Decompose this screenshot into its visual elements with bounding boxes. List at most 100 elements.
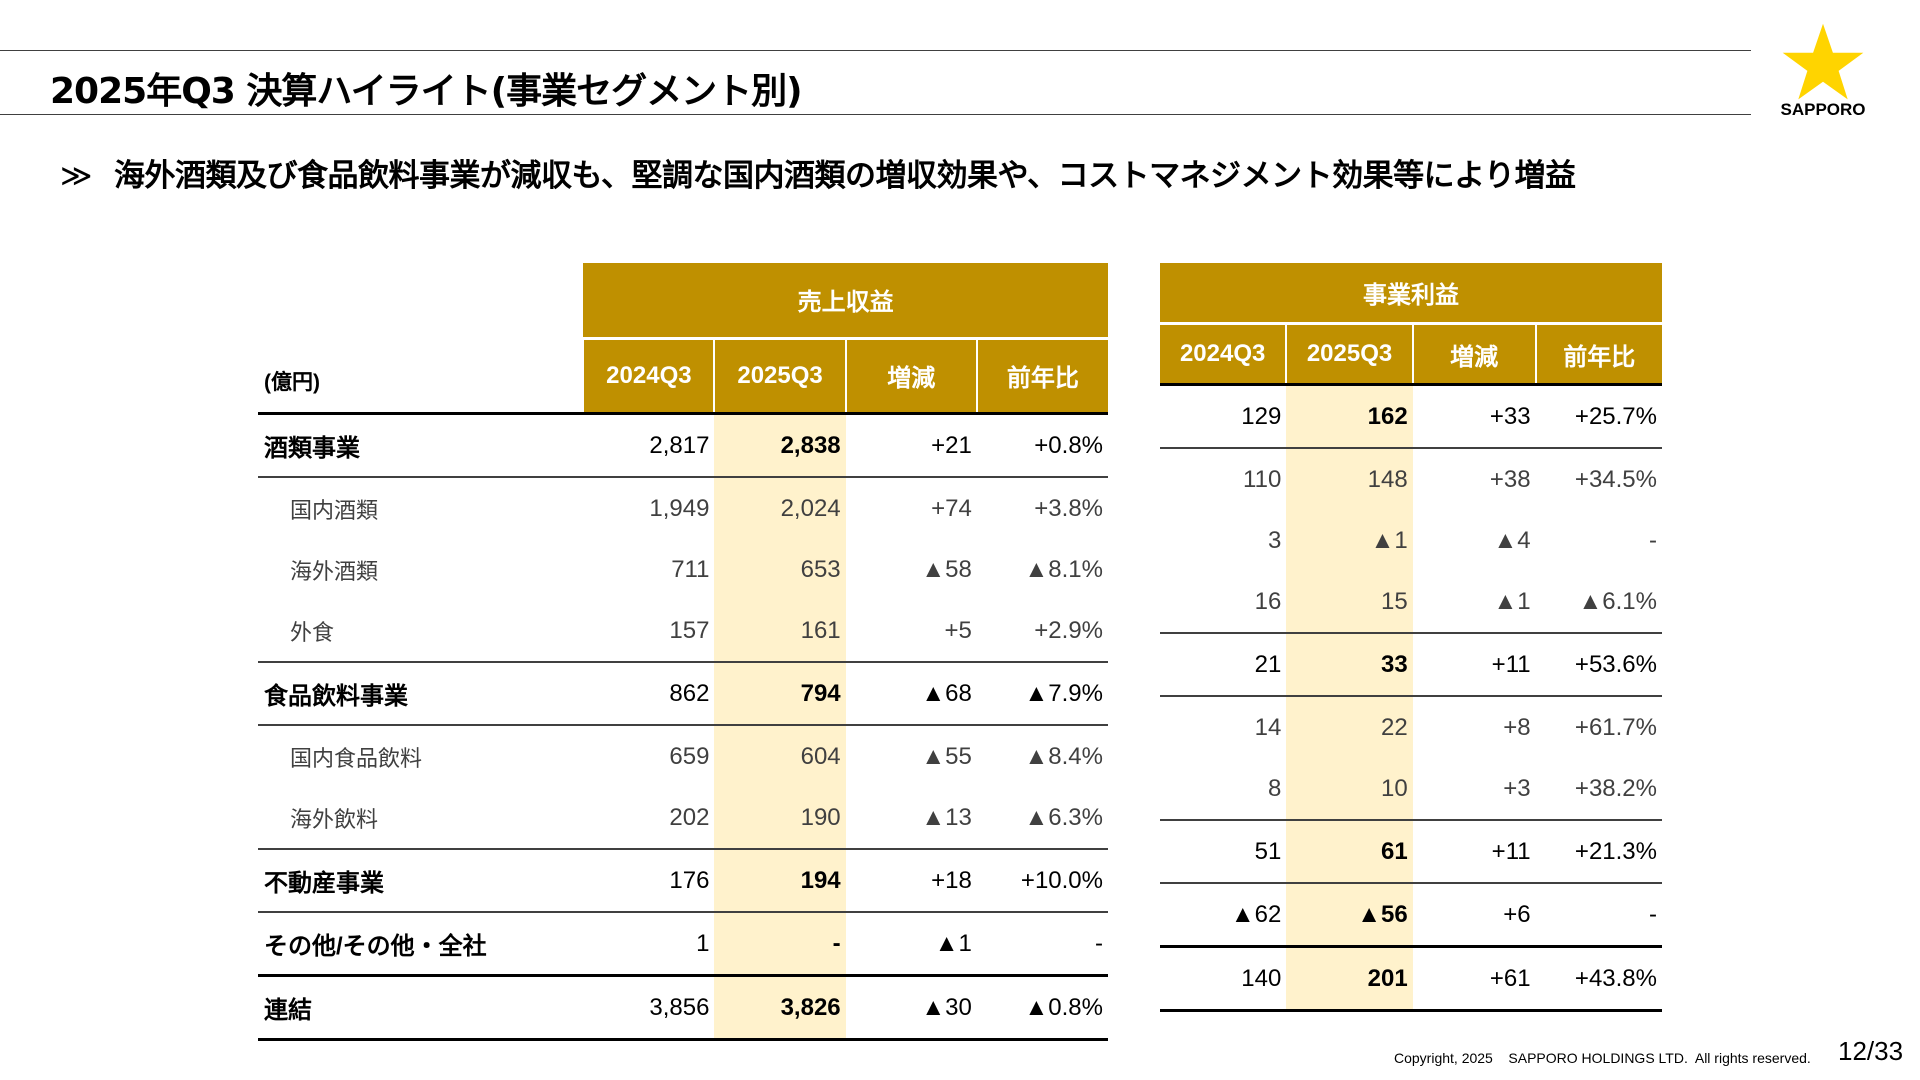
profit-value-yoy: - xyxy=(1649,526,1657,554)
col-header-change: 増減 xyxy=(1411,322,1536,385)
row-label: 酒類事業 xyxy=(258,412,584,477)
revenue-value-change: +21 xyxy=(845,412,977,477)
table-row: その他/その他・全社 1- ▲1- xyxy=(258,911,1108,976)
revenue-value-2024q3: 3,856 xyxy=(583,974,715,1041)
row-label: その他/その他・全社 xyxy=(258,911,584,976)
profit-value-change: +6 xyxy=(1412,882,1536,947)
revenue-value-2025q3: 2,838 xyxy=(714,412,846,477)
revenue-value-2024q3: 1 xyxy=(583,911,715,976)
table-row: 海外酒類 711 653 ▲58 ▲8.1% xyxy=(258,539,1108,600)
row-label: 海外酒類 xyxy=(290,558,379,584)
headline-message: ≫ 海外酒類及び食品飲料事業が減収も、堅調な国内酒類の増収効果や、コストマネジメン… xyxy=(60,150,1576,195)
revenue-value-change: +74 xyxy=(845,476,977,539)
table-row: 不動産事業 176 194 +18 +10.0% xyxy=(258,848,1108,912)
revenue-value-2025q3: 161 xyxy=(714,600,846,662)
profit-value-2024q3: 3 xyxy=(1267,526,1282,554)
profit-value-2024q3: 110 xyxy=(1160,447,1287,510)
revenue-value-change: ▲30 xyxy=(845,974,977,1041)
profit-value-2024q3: 16 xyxy=(1254,587,1282,615)
profit-value-2025q3: ▲56 xyxy=(1286,882,1413,947)
title-top-rule xyxy=(0,50,1751,51)
profit-value-yoy: +43.8% xyxy=(1535,945,1662,1012)
table-row: 140 201 +61 +43.8% xyxy=(1160,945,1662,1012)
profit-value-yoy: +21.3% xyxy=(1535,819,1662,883)
profit-value-change: ▲4 xyxy=(1493,526,1531,554)
revenue-value-2025q3: 194 xyxy=(714,848,846,912)
profit-value-2025q3: 201 xyxy=(1286,945,1413,1012)
revenue-value-yoy: ▲8.4% xyxy=(976,724,1108,787)
revenue-value-yoy: ▲8.1% xyxy=(1024,555,1103,583)
revenue-value-change: +18 xyxy=(845,848,977,912)
revenue-value-2025q3: - xyxy=(714,911,846,976)
profit-value-yoy: +38.2% xyxy=(1574,774,1657,802)
table-row: 連結 3,856 3,826 ▲30 ▲0.8% xyxy=(258,974,1108,1041)
table-row: 14 22 +8 +61.7% xyxy=(1160,695,1662,758)
revenue-value-2025q3: 3,826 xyxy=(714,974,846,1041)
sapporo-logo: SAPPORO xyxy=(1778,22,1868,120)
profit-value-2024q3: 129 xyxy=(1160,383,1287,448)
revenue-value-2024q3: 157 xyxy=(669,616,710,644)
profit-value-2025q3: 162 xyxy=(1286,383,1413,448)
table-row: 3 ▲1 ▲4 - xyxy=(1160,510,1662,571)
table-row: 16 15 ▲1 ▲6.1% xyxy=(1160,571,1662,633)
profit-value-change: +38 xyxy=(1412,447,1536,510)
table-row: 110 148 +38 +34.5% xyxy=(1160,447,1662,510)
profit-value-2025q3: 15 xyxy=(1286,571,1413,633)
revenue-value-yoy: +3.8% xyxy=(976,476,1108,539)
revenue-value-2025q3: 2,024 xyxy=(714,476,846,539)
revenue-value-2025q3: 604 xyxy=(714,724,846,787)
col-header-yoy: 前年比 xyxy=(1534,322,1662,385)
col-header-2025q3: 2025Q3 xyxy=(713,336,846,414)
revenue-value-2024q3: 176 xyxy=(583,848,715,912)
col-header-2024q3: 2024Q3 xyxy=(1160,322,1287,385)
double-chevron-icon: ≫ xyxy=(60,158,92,194)
row-label: 海外飲料 xyxy=(290,806,379,832)
revenue-value-change: +5 xyxy=(944,616,972,644)
profit-value-2025q3: 148 xyxy=(1286,447,1413,510)
page-number: 12/33 xyxy=(1838,1036,1904,1066)
revenue-group-header: 売上収益 xyxy=(583,263,1108,338)
table-row: 8 10 +3 +38.2% xyxy=(1160,758,1662,820)
row-label: 国内食品飲料 xyxy=(258,724,584,787)
table-row: 51 61 +11 +21.3% xyxy=(1160,819,1662,883)
page-title: 2025年Q3 決算ハイライト(事業セグメント別) xyxy=(50,71,803,112)
logo-text: SAPPORO xyxy=(1780,100,1866,119)
revenue-value-yoy: ▲0.8% xyxy=(976,974,1108,1041)
profit-value-yoy: +61.7% xyxy=(1535,695,1662,758)
profit-value-change: +3 xyxy=(1503,774,1531,802)
table-row: 食品飲料事業 862 794 ▲68 ▲7.9% xyxy=(258,661,1108,725)
revenue-value-2024q3: 659 xyxy=(583,724,715,787)
blank-header xyxy=(258,263,584,338)
profit-value-2025q3: 33 xyxy=(1286,632,1413,696)
profit-value-2024q3: 14 xyxy=(1160,695,1287,758)
col-header-change: 増減 xyxy=(844,336,977,414)
unit-label: (億円) xyxy=(258,338,584,414)
profit-value-change: +8 xyxy=(1412,695,1536,758)
revenue-value-change: ▲68 xyxy=(845,661,977,725)
revenue-value-change: ▲13 xyxy=(921,803,972,831)
profit-value-2024q3: 140 xyxy=(1160,945,1287,1012)
col-header-yoy: 前年比 xyxy=(975,336,1108,414)
revenue-value-change: ▲58 xyxy=(921,555,972,583)
table-row: 21 33 +11 +53.6% xyxy=(1160,632,1662,696)
profit-value-2025q3: 22 xyxy=(1286,695,1413,758)
profit-value-2025q3: 10 xyxy=(1286,758,1413,820)
profit-value-2025q3: ▲1 xyxy=(1286,510,1413,571)
profit-value-yoy: +53.6% xyxy=(1535,632,1662,696)
title-bottom-rule xyxy=(0,114,1751,115)
profit-value-2024q3: 8 xyxy=(1267,774,1282,802)
row-label: 不動産事業 xyxy=(258,848,584,912)
revenue-table: 売上収益 (億円) 2024Q3 2025Q3 増減 前年比 酒類事業 2,817… xyxy=(258,263,1108,1041)
row-label: 食品飲料事業 xyxy=(258,661,584,725)
profit-value-2024q3: 21 xyxy=(1160,632,1287,696)
revenue-value-2024q3: 2,817 xyxy=(583,412,715,477)
table-row: 129 162 +33 +25.7% xyxy=(1160,383,1662,448)
row-label: 外食 xyxy=(290,619,335,645)
profit-value-change: +11 xyxy=(1412,819,1536,883)
profit-value-yoy: +34.5% xyxy=(1535,447,1662,510)
profit-value-yoy: ▲6.1% xyxy=(1578,587,1657,615)
profit-value-change: +33 xyxy=(1412,383,1536,448)
table-row: 外食 157 161 +5 +2.9% xyxy=(258,600,1108,662)
profit-value-2024q3: ▲62 xyxy=(1160,882,1287,947)
revenue-value-2025q3: 794 xyxy=(714,661,846,725)
